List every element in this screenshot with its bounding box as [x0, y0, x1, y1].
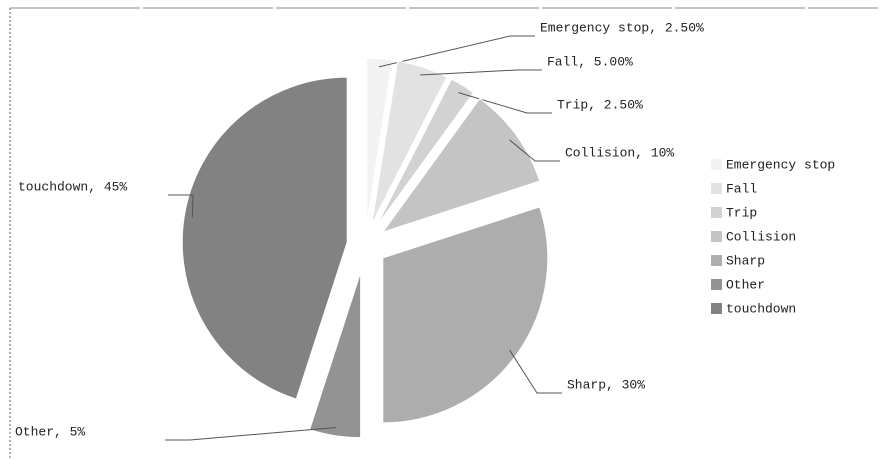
legend-swatch: [711, 207, 722, 218]
legend-swatch: [711, 231, 722, 242]
legend-label: Sharp: [726, 253, 765, 268]
pie-slice: [181, 76, 348, 400]
leader-line: [378, 35, 535, 68]
legend-label: Other: [726, 277, 765, 292]
legend-label: Collision: [726, 229, 796, 244]
data-label: Sharp, 30%: [567, 377, 645, 392]
legend-label: Emergency stop: [726, 157, 835, 172]
legend-swatch: [711, 255, 722, 266]
legend-label: touchdown: [726, 301, 796, 316]
data-label: Trip, 2.50%: [557, 97, 643, 112]
data-label: Fall, 5.00%: [547, 54, 633, 69]
leader-line: [168, 194, 194, 218]
leader-line: [420, 69, 542, 76]
data-label: Emergency stop, 2.50%: [540, 20, 704, 35]
leader-line: [509, 139, 560, 162]
legend-swatch: [711, 183, 722, 194]
legend-label: Trip: [726, 205, 757, 220]
pie-slice: [376, 78, 475, 227]
leader-line: [165, 426, 337, 441]
pie-slice: [382, 206, 549, 424]
legend-swatch: [711, 279, 722, 290]
legend-swatch: [711, 303, 722, 314]
leader-line: [509, 349, 562, 394]
pie-slice: [366, 57, 394, 224]
data-label: Collision, 10%: [565, 145, 674, 160]
data-label: touchdown, 45%: [18, 179, 127, 194]
pie-slice: [381, 97, 541, 234]
pie-slice: [371, 60, 448, 225]
legend-swatch: [711, 159, 722, 170]
data-label: Other, 5%: [15, 424, 85, 439]
legend-label: Fall: [726, 181, 757, 196]
